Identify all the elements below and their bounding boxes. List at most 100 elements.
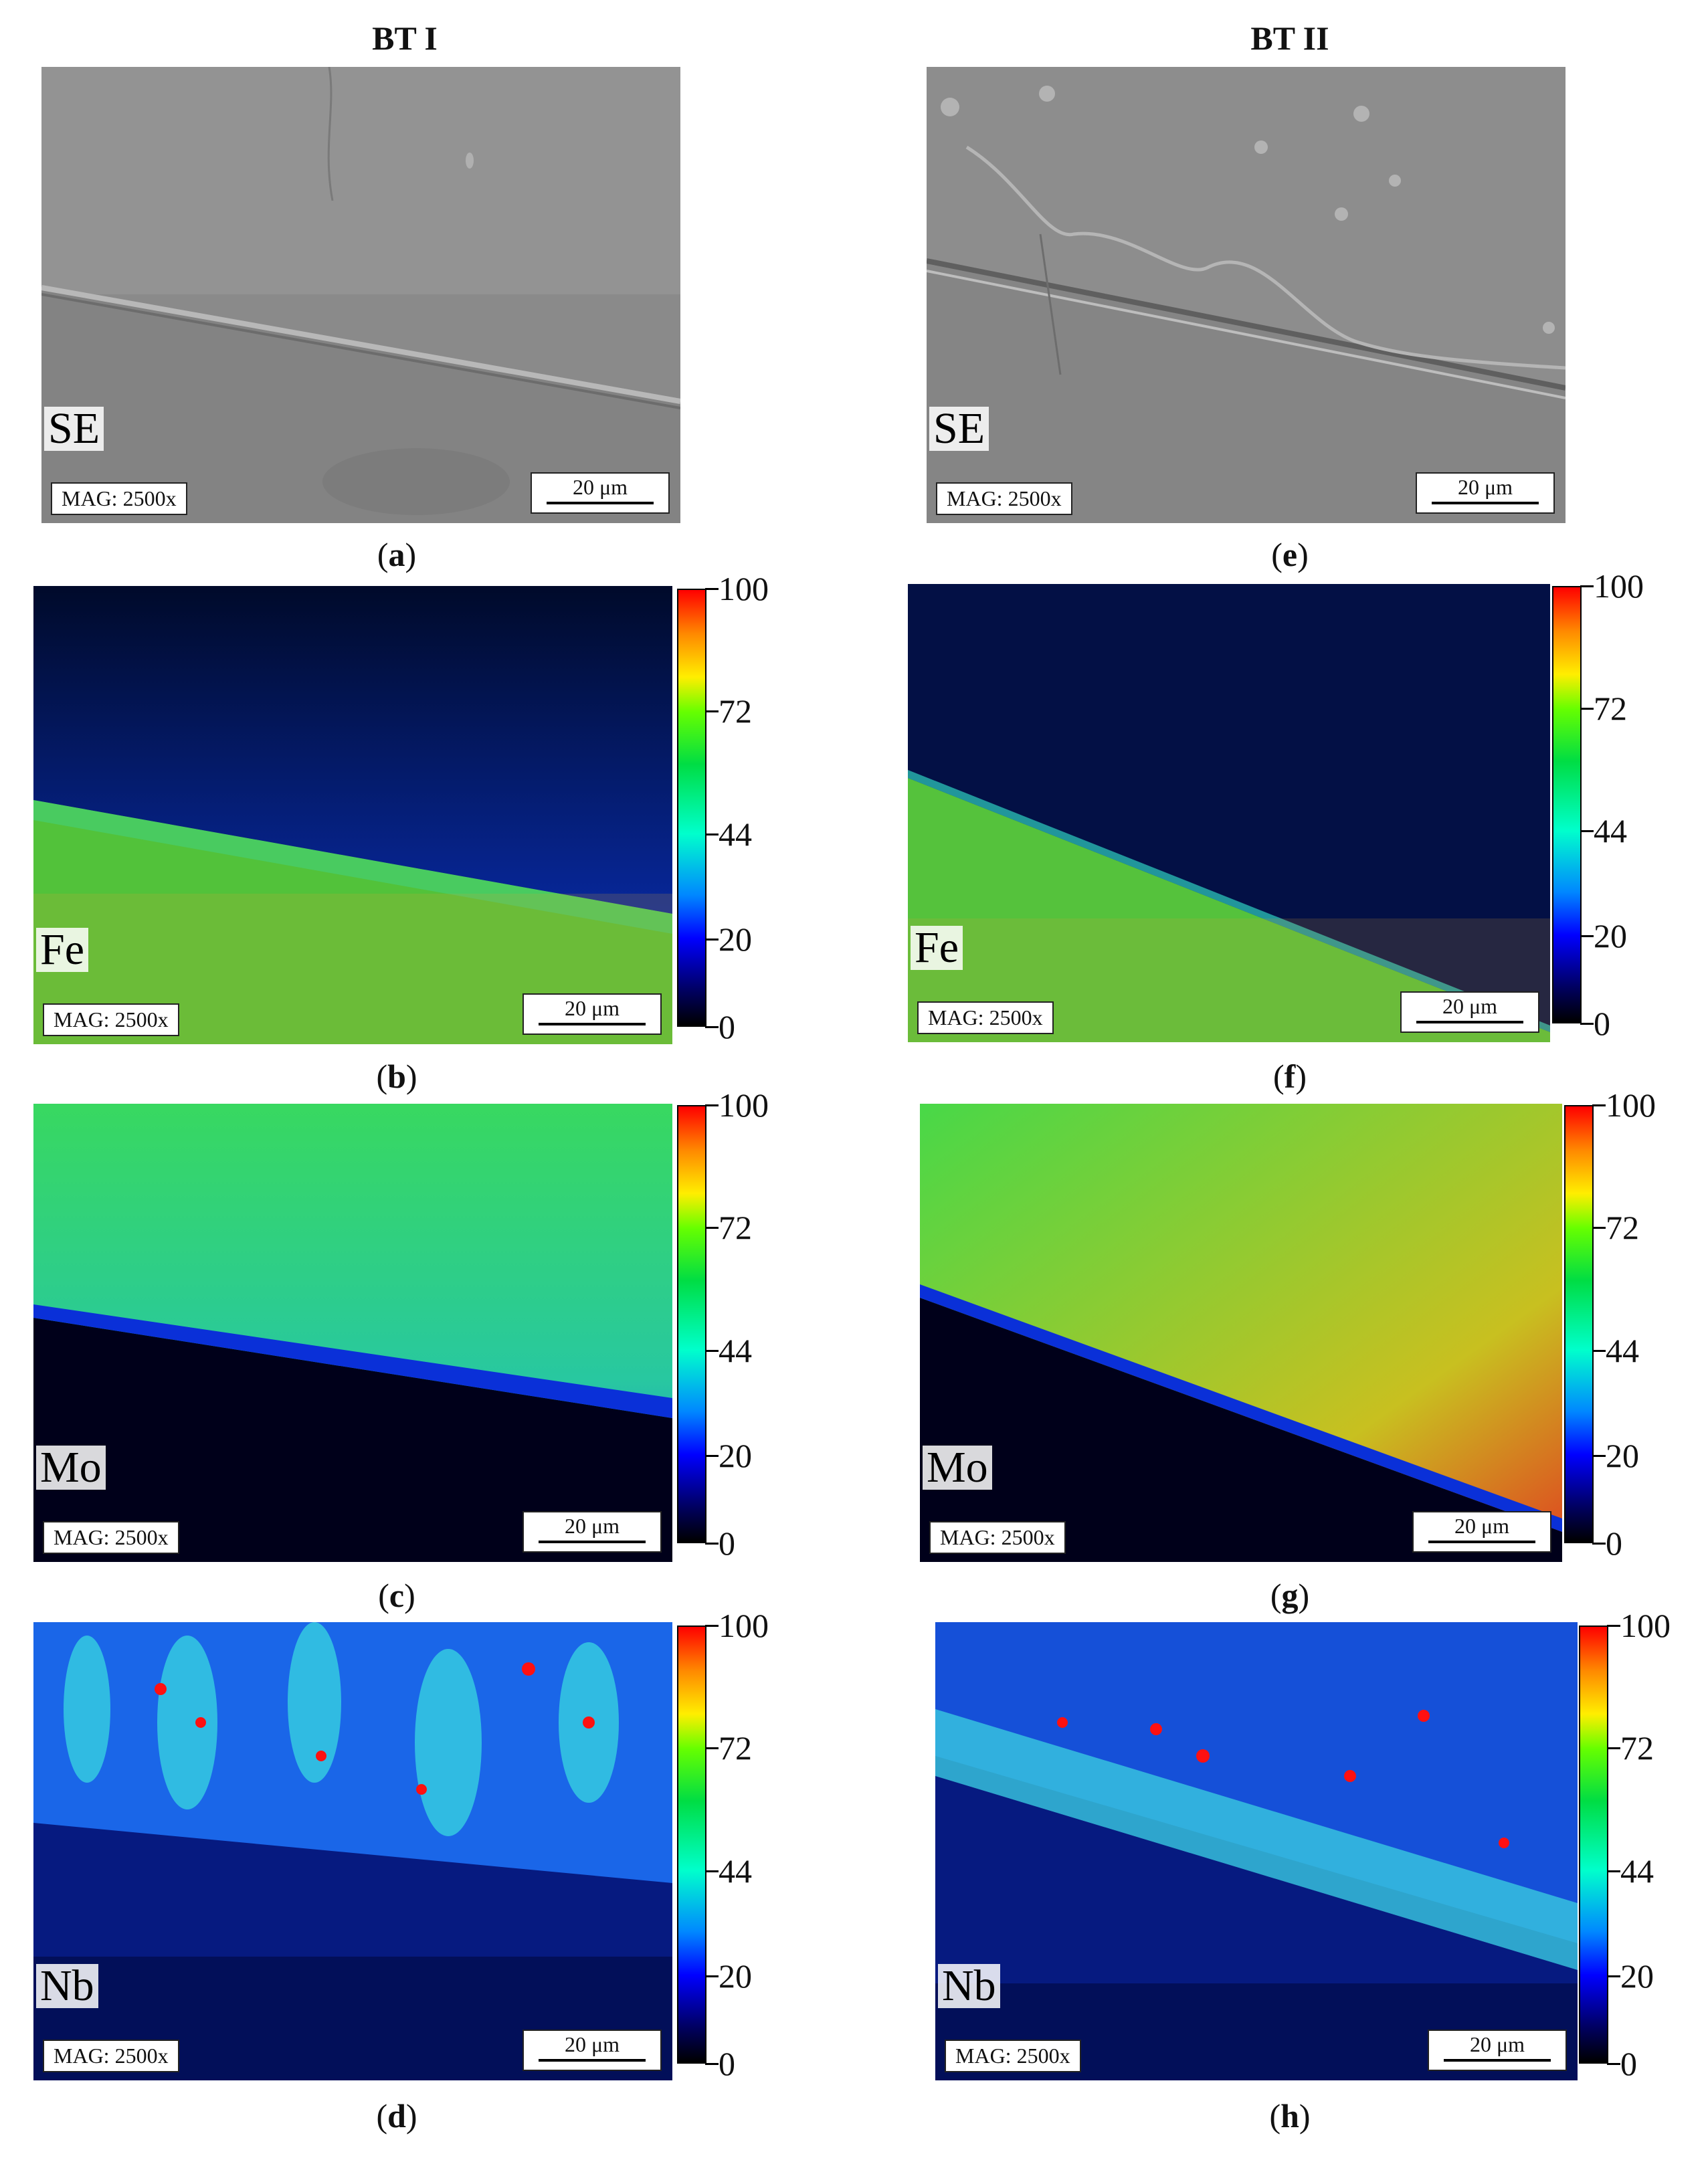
panel-g-element-label: Mo — [923, 1446, 992, 1490]
panel-c-tick-72 — [705, 1227, 719, 1229]
panel-b-tick-20 — [705, 939, 719, 941]
panel-d-mag-label: MAG: 2500x — [43, 2040, 179, 2072]
panel-c-tick-0 — [705, 1543, 719, 1545]
panel-h-tick-100 — [1607, 1625, 1620, 1627]
caption-b: (b) — [376, 1058, 417, 1095]
panel-d-tick-72 — [705, 1747, 719, 1750]
panel-h-tick-label-20: 20 — [1620, 1957, 1654, 1995]
panel-d-tick-label-72: 72 — [719, 1729, 752, 1767]
panel-d-colorbar — [677, 1626, 706, 2064]
panel-b-tick-label-20: 20 — [719, 920, 752, 958]
panel-h-scale-text: 20 μm — [1469, 2032, 1525, 2056]
panel-b-element-label: Fe — [36, 928, 88, 972]
panel-b-tick-0 — [705, 1026, 719, 1028]
panel-g-tick-label-0: 0 — [1606, 1524, 1622, 1562]
panel-g-tick-44 — [1592, 1349, 1606, 1352]
panel-b-tick-72 — [705, 710, 719, 713]
panel-g-scale-bar: 20 μm — [1412, 1511, 1551, 1553]
panel-e-se-image: SE MAG: 2500x 20 μm — [927, 67, 1565, 523]
panel-h-tick-0 — [1607, 2063, 1620, 2065]
panel-a-se-image: SE MAG: 2500x 20 μm — [41, 67, 680, 523]
panel-f-colorbar — [1552, 586, 1582, 1023]
panel-f-element-label: Fe — [911, 926, 963, 970]
panel-f-tick-72 — [1580, 708, 1594, 710]
panel-d-tick-100 — [705, 1625, 719, 1627]
panel-h-tick-label-44: 44 — [1620, 1852, 1654, 1890]
panel-h-tick-72 — [1607, 1747, 1620, 1750]
panel-g-tick-label-72: 72 — [1606, 1209, 1639, 1247]
panel-g-tick-label-44: 44 — [1606, 1331, 1639, 1369]
panel-c-mag-label: MAG: 2500x — [43, 1521, 179, 1554]
panel-b-tick-label-72: 72 — [719, 692, 752, 730]
panel-g-tick-0 — [1592, 1543, 1606, 1545]
caption-a: (a) — [377, 536, 417, 573]
panel-f-tick-0 — [1580, 1023, 1594, 1025]
panel-c-tick-44 — [705, 1349, 719, 1352]
panel-b-mag-label: MAG: 2500x — [43, 1003, 179, 1036]
panel-b-tick-label-0: 0 — [719, 1008, 735, 1046]
panel-e-mag-label: MAG: 2500x — [936, 482, 1072, 515]
panel-a-mag-label: MAG: 2500x — [51, 482, 187, 515]
panel-g-colorbar — [1564, 1105, 1594, 1543]
panel-a-element-label: SE — [44, 407, 104, 451]
panel-b-tick-100 — [705, 588, 719, 590]
panel-g-scale-text: 20 μm — [1454, 1514, 1510, 1538]
panel-h-element-label: Nb — [938, 1964, 1000, 2008]
panel-c-tick-20 — [705, 1455, 719, 1457]
panel-f-tick-100 — [1580, 585, 1594, 587]
panel-c-tick-label-20: 20 — [719, 1437, 752, 1474]
panel-d-scale-text: 20 μm — [564, 2032, 620, 2056]
panel-d-tick-label-0: 0 — [719, 2045, 735, 2082]
panel-b-tick-label-100: 100 — [719, 570, 769, 607]
panel-g-mag-label: MAG: 2500x — [929, 1521, 1066, 1554]
panel-h-tick-label-72: 72 — [1620, 1729, 1654, 1767]
column-title-bt2: BT II — [1250, 19, 1329, 57]
panel-c-tick-100 — [705, 1104, 719, 1106]
panel-c-element-label: Mo — [36, 1446, 106, 1490]
panel-g-tick-label-20: 20 — [1606, 1437, 1639, 1474]
panel-f-tick-44 — [1580, 830, 1594, 833]
caption-d: (d) — [376, 2097, 417, 2135]
panel-g-mo-map: Mo MAG: 2500x 20 μm — [920, 1104, 1562, 1562]
panel-c-tick-label-100: 100 — [719, 1086, 769, 1124]
panel-e-scale-text: 20 μm — [1457, 475, 1513, 499]
panel-c-tick-label-0: 0 — [719, 1524, 735, 1562]
caption-f: (f) — [1273, 1058, 1307, 1095]
panel-f-scale-bar: 20 μm — [1400, 991, 1539, 1033]
panel-d-element-label: Nb — [36, 1964, 98, 2008]
panel-b-scale-bar: 20 μm — [523, 993, 662, 1035]
panel-h-tick-20 — [1607, 1975, 1620, 1977]
panel-c-mo-map: Mo MAG: 2500x 20 μm — [33, 1104, 672, 1562]
caption-c: (c) — [378, 1577, 415, 1614]
panel-c-scale-bar: 20 μm — [523, 1511, 662, 1553]
panel-c-tick-label-72: 72 — [719, 1209, 752, 1247]
panel-h-nb-map: Nb MAG: 2500x 20 μm — [935, 1622, 1578, 2080]
caption-e: (e) — [1271, 536, 1309, 573]
panel-f-tick-label-100: 100 — [1594, 567, 1644, 605]
caption-g: (g) — [1270, 1577, 1310, 1614]
panel-h-tick-44 — [1607, 1870, 1620, 1872]
panel-f-tick-label-0: 0 — [1594, 1005, 1610, 1042]
panel-g-tick-72 — [1592, 1227, 1606, 1229]
panel-h-mag-label: MAG: 2500x — [945, 2040, 1081, 2072]
panel-f-mag-label: MAG: 2500x — [917, 1001, 1054, 1034]
panel-f-tick-label-44: 44 — [1594, 812, 1627, 850]
panel-e-scale-bar: 20 μm — [1416, 472, 1555, 514]
panel-d-tick-20 — [705, 1975, 719, 1977]
panel-c-scale-text: 20 μm — [564, 1514, 620, 1538]
panel-b-colorbar — [677, 589, 706, 1027]
panel-e-element-label: SE — [929, 407, 989, 451]
panel-c-tick-label-44: 44 — [719, 1331, 752, 1369]
panel-h-tick-label-0: 0 — [1620, 2045, 1637, 2082]
column-title-bt1: BT I — [372, 19, 438, 57]
panel-f-fe-map: Fe MAG: 2500x 20 μm — [908, 584, 1550, 1042]
panel-b-tick-44 — [705, 833, 719, 835]
panel-d-tick-0 — [705, 2063, 719, 2065]
panel-f-tick-label-20: 20 — [1594, 917, 1627, 955]
panel-d-tick-label-100: 100 — [719, 1607, 769, 1644]
panel-d-scale-bar: 20 μm — [523, 2030, 662, 2071]
panel-d-tick-label-44: 44 — [719, 1852, 752, 1890]
panel-f-scale-text: 20 μm — [1442, 994, 1498, 1018]
panel-f-tick-20 — [1580, 935, 1594, 938]
panel-d-tick-44 — [705, 1870, 719, 1872]
